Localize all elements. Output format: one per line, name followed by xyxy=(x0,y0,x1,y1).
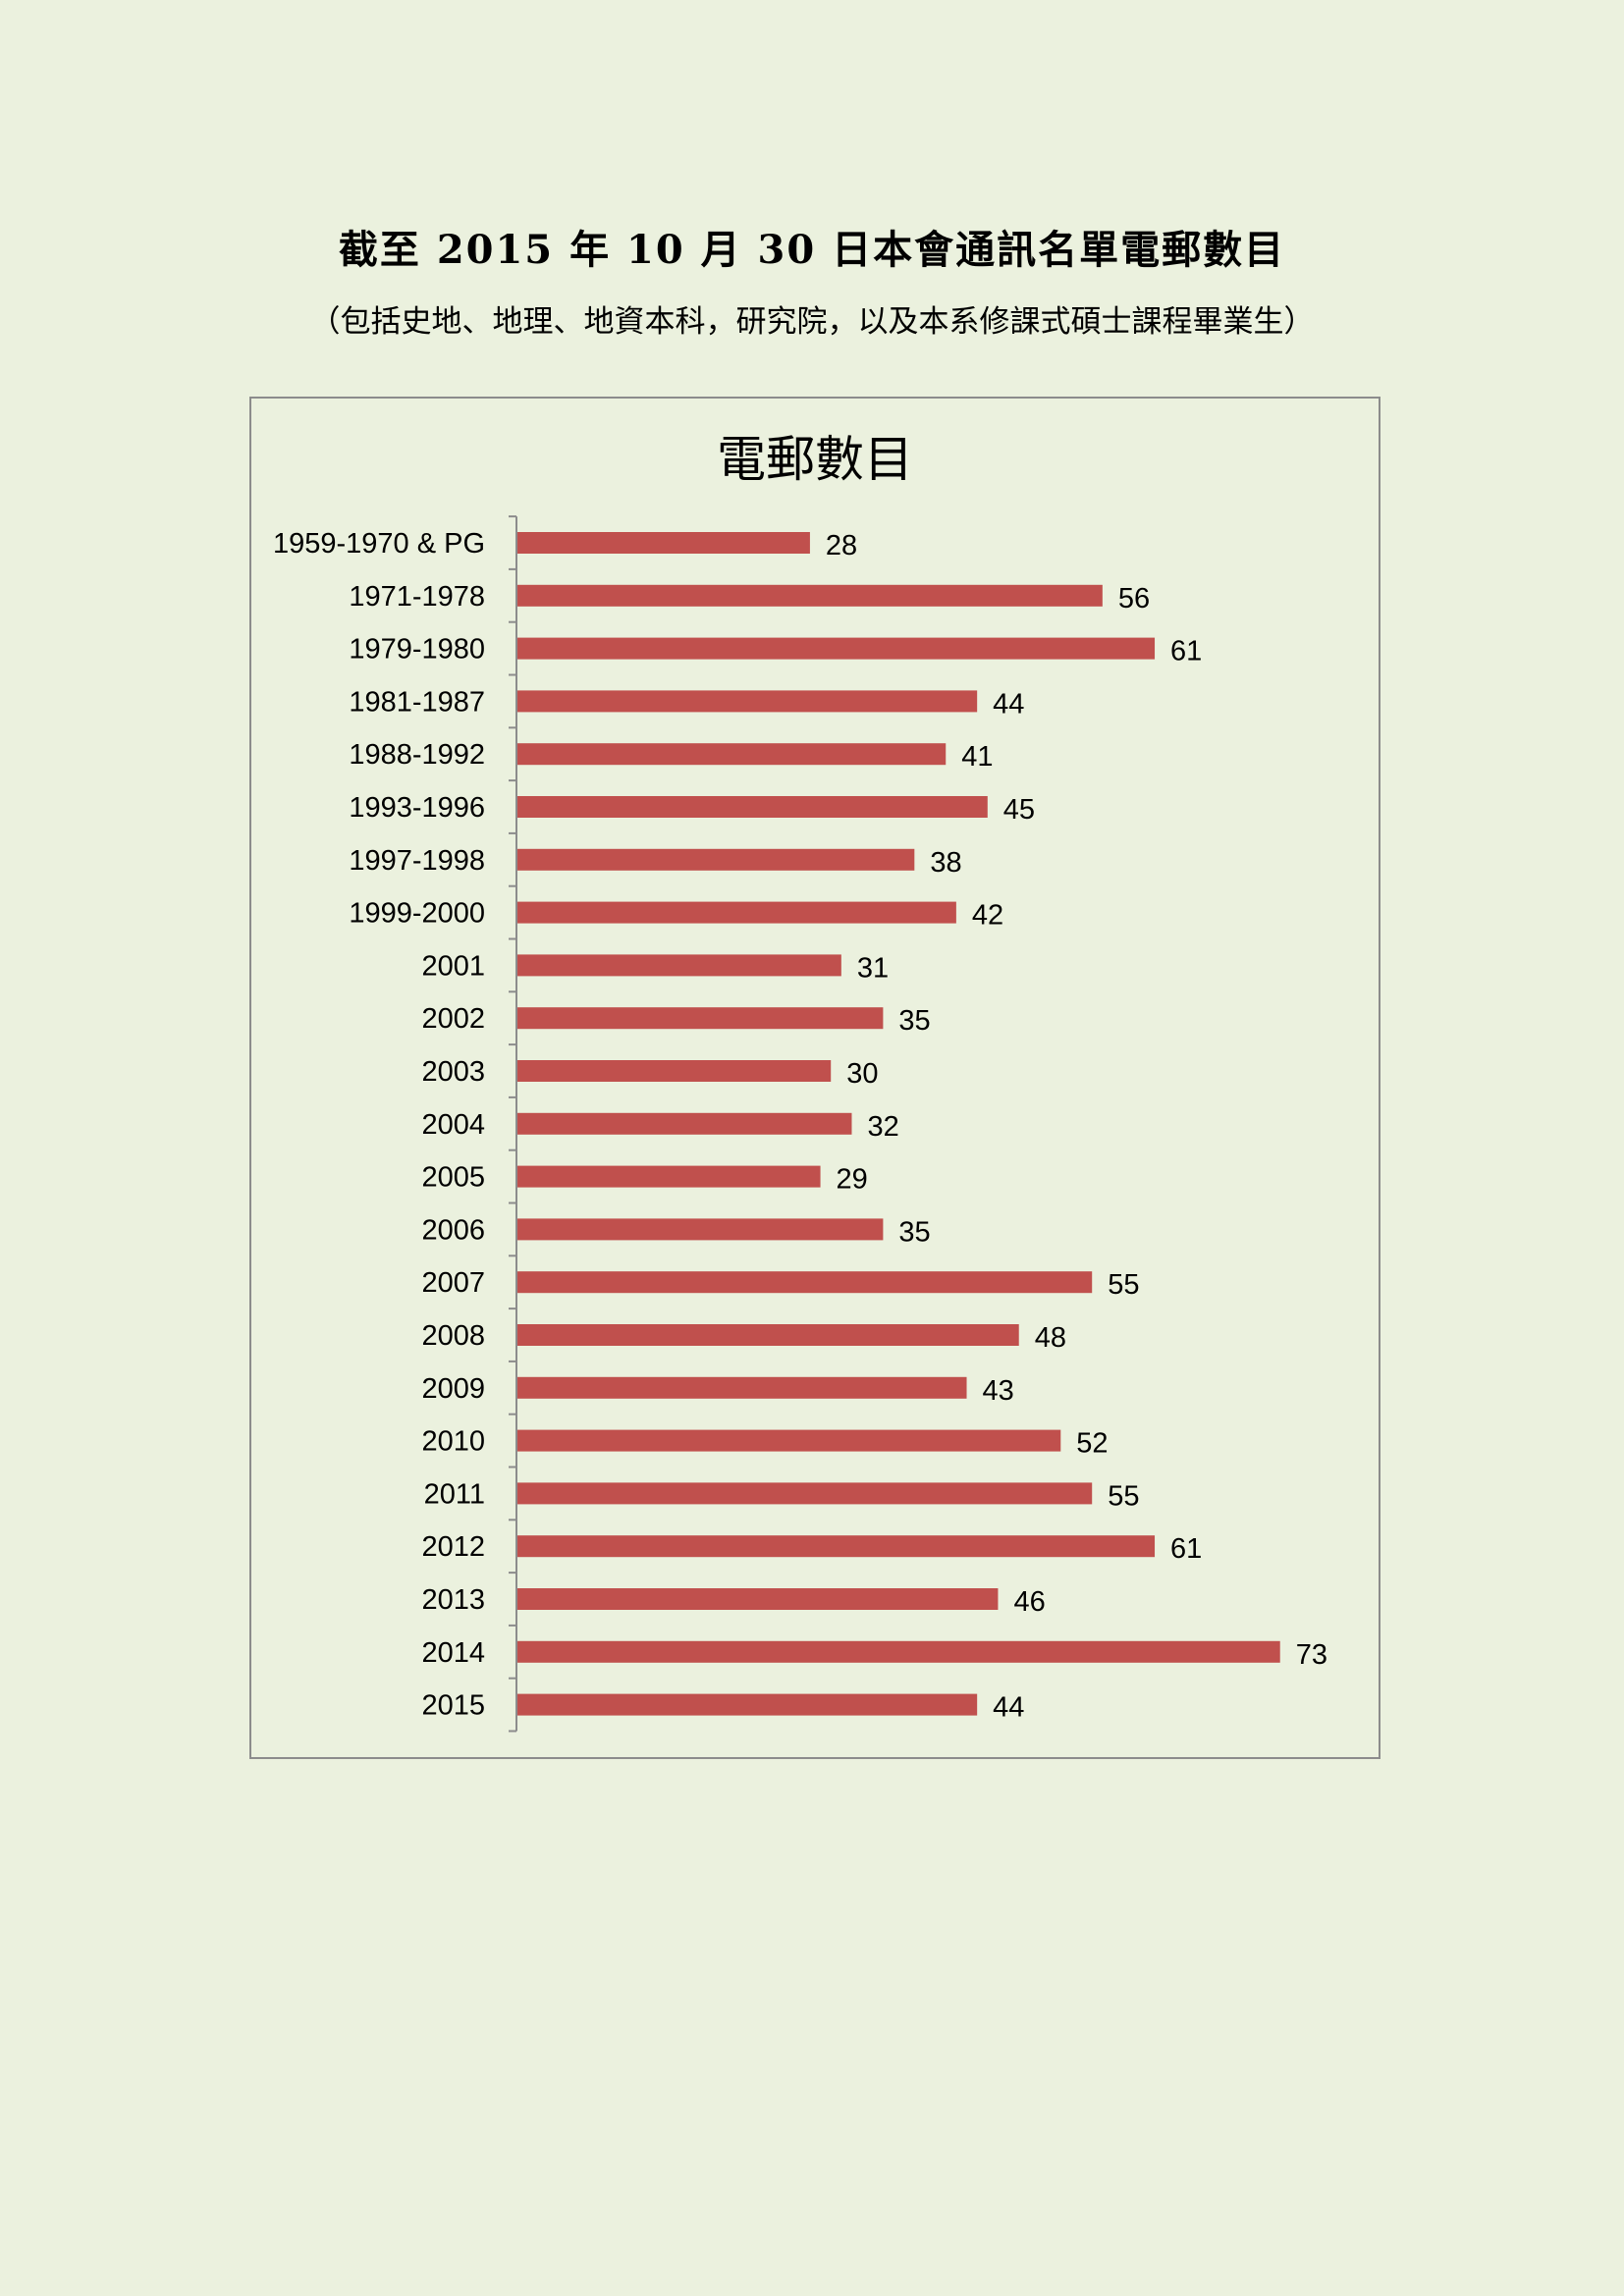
category-label: 2012 xyxy=(421,1531,485,1563)
bar xyxy=(517,637,1156,660)
data-label: 43 xyxy=(983,1375,1014,1407)
data-label: 61 xyxy=(1170,636,1202,667)
bar xyxy=(517,1376,967,1399)
category-label: 2013 xyxy=(421,1584,485,1616)
category-label: 1988-1992 xyxy=(349,739,485,771)
bar xyxy=(517,1693,978,1716)
bar xyxy=(517,743,947,766)
data-label: 56 xyxy=(1118,583,1150,614)
category-label: 1999-2000 xyxy=(349,898,485,930)
bar xyxy=(517,1429,1061,1452)
category-label: 2006 xyxy=(421,1214,485,1246)
bar xyxy=(517,1271,1093,1294)
chart-title: 電郵數目 xyxy=(717,431,913,488)
category-label: 2001 xyxy=(421,950,485,982)
bar xyxy=(517,796,988,818)
bar xyxy=(517,1482,1093,1505)
category-label: 2010 xyxy=(421,1426,485,1458)
bar xyxy=(517,532,810,554)
data-label: 48 xyxy=(1035,1322,1066,1354)
data-label: 55 xyxy=(1108,1269,1139,1301)
chart-labels: 1959-1970 & PG 28 1971-1978 56 1979-1980 61 19… xyxy=(273,528,1327,1724)
category-label: 1993-1996 xyxy=(349,792,485,824)
data-label: 55 xyxy=(1108,1480,1139,1512)
category-label: 2008 xyxy=(421,1320,485,1352)
page-subtitle: （包括史地、地理、地資本科，研究院，以及本系修課式碩士課程畢業生） xyxy=(309,304,1315,340)
data-label: 32 xyxy=(867,1111,898,1143)
category-label: 1979-1980 xyxy=(349,634,485,666)
bar xyxy=(517,1324,1019,1346)
bar xyxy=(517,1640,1280,1663)
data-label: 38 xyxy=(930,847,961,879)
bar xyxy=(517,1007,884,1030)
chart-axis xyxy=(509,515,517,1733)
bar xyxy=(517,901,956,924)
data-label: 31 xyxy=(857,952,889,984)
data-label: 30 xyxy=(846,1058,878,1090)
bar xyxy=(517,690,978,713)
category-label: 1971-1978 xyxy=(349,581,485,613)
category-label: 2014 xyxy=(421,1637,485,1669)
data-label: 35 xyxy=(898,1005,930,1037)
bar xyxy=(517,1535,1156,1558)
page-title: 截至 2015 年 10 月 30 日本會通訊名單電郵數目 xyxy=(338,227,1286,273)
bar xyxy=(517,954,841,977)
chart-bars xyxy=(517,532,1280,1716)
data-label: 73 xyxy=(1296,1639,1327,1671)
data-label: 45 xyxy=(1003,794,1035,826)
data-label: 46 xyxy=(1013,1586,1045,1618)
data-label: 28 xyxy=(826,530,857,561)
category-label: 1959-1970 & PG xyxy=(273,528,485,560)
category-label: 1997-1998 xyxy=(349,845,485,877)
bar xyxy=(517,1588,999,1610)
category-label: 2003 xyxy=(421,1056,485,1088)
bar xyxy=(517,1112,852,1135)
category-label: 1981-1987 xyxy=(349,686,485,718)
bar xyxy=(517,584,1103,607)
category-label: 2009 xyxy=(421,1373,485,1405)
bar xyxy=(517,1060,832,1082)
data-label: 35 xyxy=(898,1216,930,1248)
category-label: 2011 xyxy=(424,1478,485,1510)
data-label: 52 xyxy=(1076,1428,1108,1460)
chart-frame xyxy=(249,397,1380,1759)
data-label: 44 xyxy=(993,688,1024,720)
data-label: 42 xyxy=(972,900,1003,932)
data-label: 61 xyxy=(1170,1533,1202,1565)
bar xyxy=(517,1218,884,1241)
category-label: 2002 xyxy=(421,1003,485,1035)
category-label: 2015 xyxy=(421,1690,485,1722)
bar xyxy=(517,1165,821,1188)
category-label: 2004 xyxy=(421,1109,485,1141)
category-label: 2007 xyxy=(421,1267,485,1299)
data-label: 41 xyxy=(961,741,993,773)
data-label: 29 xyxy=(837,1164,868,1196)
bar xyxy=(517,848,915,871)
data-label: 44 xyxy=(993,1692,1024,1724)
category-label: 2005 xyxy=(421,1162,485,1194)
